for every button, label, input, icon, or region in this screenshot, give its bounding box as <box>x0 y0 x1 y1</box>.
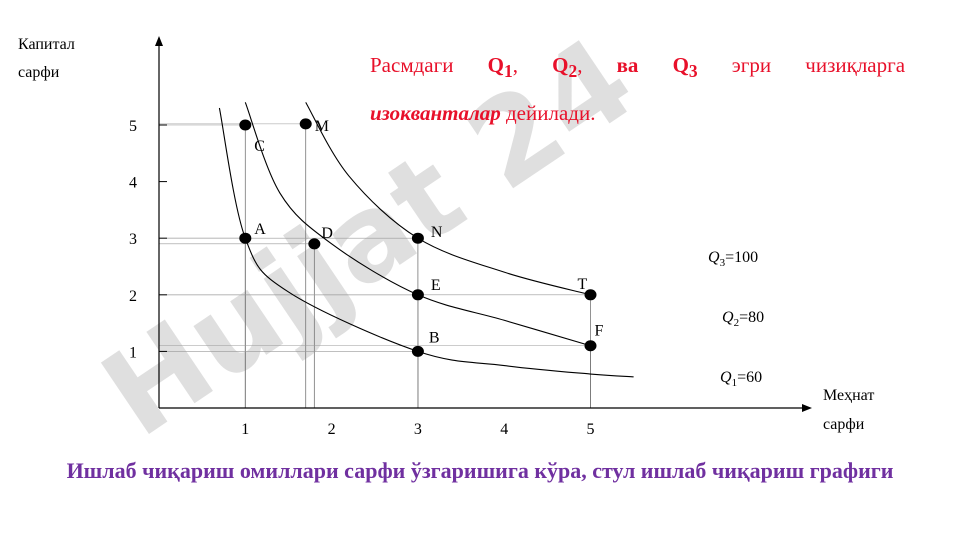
x-axis-label-line2: сарфи <box>823 416 865 433</box>
point-label-N: N <box>431 224 443 241</box>
note-text-1: Расмдаги <box>370 53 454 77</box>
note-q3: Q3 <box>672 53 698 82</box>
y-axis-label-line1: Капитал <box>18 36 75 53</box>
x-tick-label: 2 <box>328 421 336 438</box>
point-F <box>584 340 597 352</box>
point-label-A: A <box>254 221 266 238</box>
point-label-F: F <box>595 323 604 340</box>
y-tick-label: 3 <box>129 231 137 248</box>
isoquant-curves: Q1=60 Q2=80 Q3=100 <box>218 102 764 389</box>
note-va: ва <box>616 53 639 77</box>
note-q1: Q1 <box>487 53 513 82</box>
point-label-B: B <box>429 329 440 346</box>
y-tick-label: 4 <box>129 175 137 192</box>
note-term: изокванталар <box>370 101 501 126</box>
point-N <box>411 232 424 244</box>
x-axis-label-line1: Меҳнат <box>823 387 874 404</box>
ticks: 1 2 3 4 5 1 2 3 4 5 <box>129 118 595 438</box>
curve-label-1: Q1=60 <box>720 369 762 389</box>
y-tick-label: 1 <box>129 344 137 361</box>
point-label-E: E <box>431 277 441 294</box>
y-axis-arrow <box>155 36 163 46</box>
y-tick-label: 5 <box>129 118 137 135</box>
axes: Капитал сарфи Меҳнат сарфи <box>18 36 874 433</box>
point-label-C: C <box>254 138 265 155</box>
note-text-3: дейилади. <box>506 101 596 126</box>
curve-label-2: Q2=80 <box>722 309 764 329</box>
point-label-M: M <box>315 118 329 135</box>
note-text-2: эгри чизиқларга <box>731 53 906 77</box>
y-tick-label: 2 <box>129 288 137 305</box>
point-M <box>299 118 312 130</box>
point-T <box>584 289 597 301</box>
x-axis-arrow <box>802 404 812 412</box>
curve-label-3: Q3=100 <box>708 249 758 269</box>
x-tick-label: 4 <box>500 421 508 438</box>
point-label-D: D <box>321 225 333 242</box>
point-E <box>411 289 424 301</box>
chart-caption: Ишлаб чиқариш омиллари сарфи ўзгаришига … <box>66 458 894 483</box>
y-axis-label-line2: сарфи <box>18 64 60 81</box>
definition-note: Расмдаги Q1, Q2, ва Q3 эгри чизиқларга и… <box>370 53 906 126</box>
point-A <box>239 232 252 244</box>
x-tick-label: 5 <box>587 421 595 438</box>
labeled-points: M C A D N E T B F <box>239 118 604 357</box>
point-C <box>239 119 252 131</box>
isoquant-curve-2 <box>244 102 591 347</box>
isoquant-curve-1 <box>218 107 634 378</box>
point-D <box>308 238 321 250</box>
point-B <box>411 345 424 357</box>
point-label-T: T <box>578 276 588 293</box>
x-tick-label: 3 <box>414 421 422 438</box>
x-tick-label: 1 <box>241 421 249 438</box>
note-q2: Q2 <box>552 53 578 82</box>
